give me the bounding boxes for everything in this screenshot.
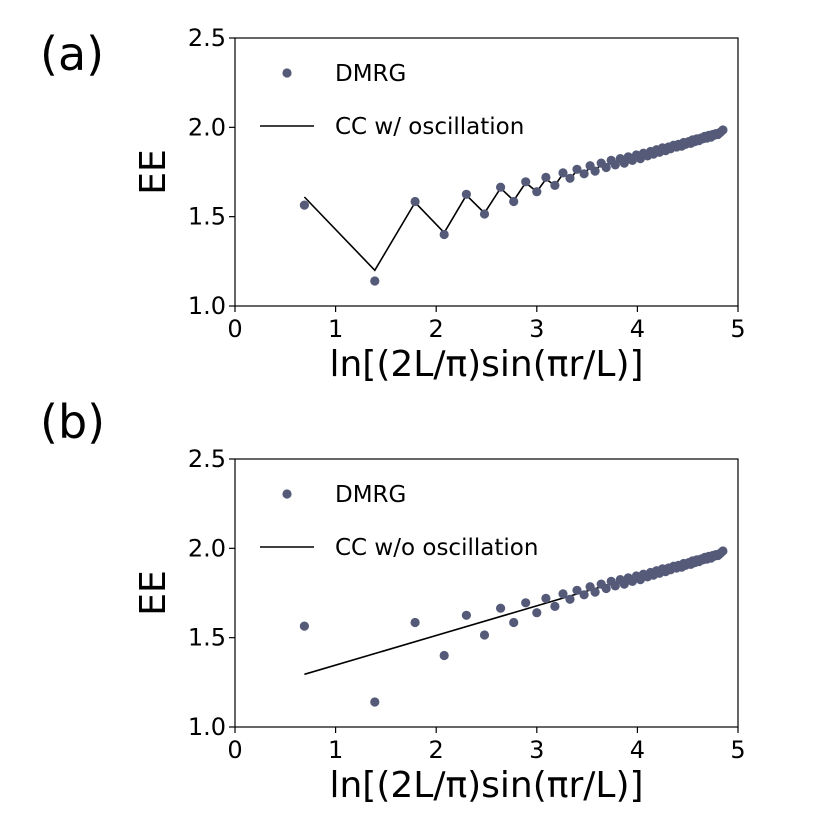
data-point (579, 169, 589, 179)
data-point (610, 581, 620, 591)
data-point (370, 276, 380, 286)
data-point (496, 603, 506, 613)
data-point (461, 189, 471, 199)
plot-frame (234, 458, 739, 728)
data-point (550, 180, 560, 190)
x-tick-label: 2 (429, 315, 444, 343)
y-tick-label: 1.5 (188, 203, 226, 231)
data-point (509, 196, 519, 207)
data-point (410, 617, 420, 628)
y-tick-label: 2.0 (188, 113, 226, 141)
y-tick-label: 2.5 (188, 24, 226, 52)
data-point (558, 589, 568, 599)
data-point (590, 587, 600, 597)
data-point (496, 182, 506, 192)
data-point (532, 608, 542, 618)
x-tick-label: 4 (630, 315, 645, 343)
data-point (550, 601, 560, 612)
x-tick-label: 5 (730, 315, 745, 343)
x-tick-label: 3 (529, 736, 544, 764)
data-point (509, 617, 519, 628)
data-point (521, 598, 531, 608)
x-axis-title: ln[(2L/π)sin(πr/L)] (329, 765, 643, 806)
data-point (572, 585, 582, 595)
data-point (370, 697, 380, 707)
x-tick-label: 1 (328, 315, 343, 343)
legend: DMRG CC w/o oscillation (260, 482, 538, 561)
data-point (299, 621, 309, 631)
data-point (541, 593, 551, 604)
x-tick-label: 4 (630, 736, 645, 764)
data-point (439, 650, 449, 661)
legend-marker (282, 68, 292, 78)
y-tick-label: 2.5 (188, 445, 226, 473)
y-tick-label: 1.0 (188, 713, 226, 741)
y-tick-label: 1.0 (188, 292, 226, 320)
data-point (479, 209, 490, 219)
legend-label: DMRG (335, 482, 406, 508)
data-point (532, 187, 542, 197)
legend-label: CC w/o oscillation (335, 535, 538, 561)
panel-label: (a) (40, 27, 104, 81)
data-point (439, 229, 449, 240)
x-axis-title: ln[(2L/π)sin(πr/L)] (329, 344, 643, 385)
plot-frame (234, 37, 739, 307)
data-point (718, 546, 728, 556)
chart-panel-2: (b) 0 1 2 3 4 5 1.0 1.5 2.0 2.5 ln[(2L/π)sin(πr/L)]… (40, 395, 746, 806)
data-point (572, 164, 582, 174)
data-point (521, 177, 531, 187)
x-tick-label: 0 (227, 736, 242, 764)
legend: DMRG CC w/ oscillation (260, 61, 524, 140)
data-point (601, 162, 611, 173)
data-point (718, 125, 728, 135)
data-point (610, 160, 620, 170)
y-tick-label: 1.5 (188, 624, 226, 652)
data-point (479, 630, 490, 640)
data-point (410, 196, 420, 207)
data-point (461, 610, 471, 620)
data-point (590, 166, 600, 176)
data-point (541, 172, 551, 182)
data-point (565, 173, 575, 183)
x-tick-label: 2 (429, 736, 444, 764)
data-point (558, 168, 568, 178)
data-point (601, 583, 611, 594)
y-axis-title: EE (133, 149, 174, 195)
data-point (565, 594, 575, 604)
chart-panel-1: (a) 0 1 2 3 4 5 1.0 1.5 2.0 2.5 ln[(2L/π)sin(πr/L)]… (40, 24, 746, 385)
x-tick-label: 0 (227, 315, 242, 343)
y-tick-label: 2.0 (188, 534, 226, 562)
x-tick-label: 5 (730, 736, 745, 764)
panel-label: (b) (40, 395, 105, 449)
x-tick-label: 3 (529, 315, 544, 343)
legend-marker (282, 489, 292, 499)
legend-label: CC w/ oscillation (335, 114, 524, 140)
data-point (579, 590, 589, 600)
legend-label: DMRG (335, 61, 406, 87)
y-axis-title: EE (133, 570, 174, 616)
x-tick-label: 1 (328, 736, 343, 764)
data-point (299, 200, 309, 210)
